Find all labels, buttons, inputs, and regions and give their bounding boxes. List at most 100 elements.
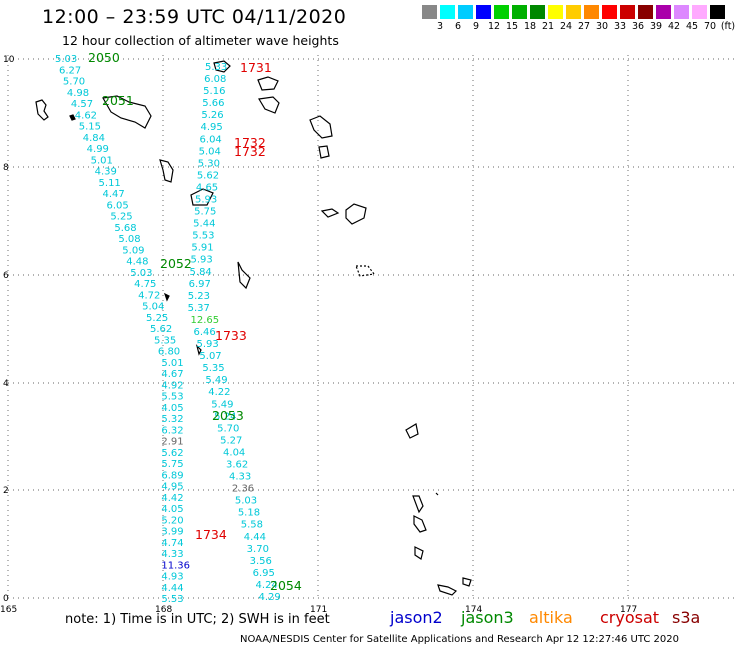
track-value: 5.35 (154, 335, 176, 346)
track-value: 4.57 (71, 99, 93, 110)
islands (35, 60, 472, 596)
track-value: 4.72 (138, 290, 160, 301)
map-grid (7, 55, 735, 599)
island (355, 265, 376, 277)
track-value: 5.18 (238, 508, 260, 519)
legend-label: 70 (703, 21, 717, 32)
lat-tick-label: 8 (3, 163, 9, 173)
legend-swatch (440, 5, 456, 19)
track-value: 4.33 (229, 472, 251, 483)
track-value: 4.44 (244, 532, 266, 543)
lat-tick-label: 10 (3, 55, 15, 65)
track-value: 5.30 (198, 158, 220, 169)
track-value: 5.35 (202, 363, 224, 374)
track-value: 4.62 (75, 110, 97, 121)
track-value: 5.01 (161, 358, 183, 369)
track-value: 5.08 (118, 234, 140, 245)
track-value: 4.75 (134, 279, 156, 290)
legend-swatch (422, 5, 438, 19)
lon-tick-label: 165 (0, 605, 17, 615)
track-value: 5.49 (205, 375, 227, 386)
legend-swatch (494, 5, 510, 19)
track-value: 6.80 (158, 347, 180, 358)
lon-tick-label: 177 (620, 605, 637, 615)
track-value: 5.66 (202, 98, 224, 109)
legend-label: 30 (595, 21, 609, 32)
track-value: 11.36 (161, 560, 190, 571)
pass-time-label: 1732 (234, 135, 266, 150)
pass-time-label: 2053 (212, 408, 244, 423)
track-value: 4.95 (200, 122, 222, 133)
track-value: 4.33 (161, 549, 183, 560)
lat-tick-label: 0 (3, 594, 9, 604)
track-value: 4.44 (161, 583, 183, 594)
track-value: 5.24 (214, 411, 236, 422)
track-value: 5.53 (161, 594, 183, 605)
island (412, 495, 424, 514)
island (258, 96, 280, 114)
track-value: 6.05 (106, 200, 128, 211)
legend-label: 27 (577, 21, 591, 32)
track-value: 5.70 (63, 77, 85, 88)
track-value: 6.95 (253, 568, 275, 579)
island (309, 115, 333, 139)
legend-label: 21 (541, 21, 555, 32)
track-value: 5.53 (161, 392, 183, 403)
track-value: 5.11 (99, 178, 121, 189)
track-value: 5.93 (196, 339, 218, 350)
island (318, 145, 330, 159)
track-value: 5.09 (122, 245, 144, 256)
track-value: 5.07 (199, 351, 221, 362)
pass-time-label: 2052 (160, 256, 192, 271)
track-value: 5.20 (161, 515, 183, 526)
track-value: 5.68 (114, 223, 136, 234)
legend-swatch (458, 5, 474, 19)
legend-label: 3 (436, 21, 444, 32)
track-value: 2.91 (161, 437, 183, 448)
track-value: 4.74 (161, 538, 183, 549)
island (159, 159, 174, 183)
pass-time-label: 2050 (88, 50, 120, 65)
track-value: 5.53 (192, 231, 214, 242)
pass-time-label: 1734 (195, 527, 227, 542)
legend-label: 6 (454, 21, 462, 32)
legend-label: 18 (523, 21, 537, 32)
track-value: 5.25 (146, 313, 168, 324)
map-title: 12:00 – 23:59 UTC 04/11/2020 (42, 6, 347, 28)
track-value: 5.93 (190, 255, 212, 266)
legend-label: 36 (631, 21, 645, 32)
track-value: 5.27 (220, 435, 242, 446)
axis-ticks: 165 168 171 174 177 0 2 4 6 8 10 (0, 55, 637, 615)
legend-swatch (602, 5, 618, 19)
satellite-label: jason2 (390, 608, 443, 627)
track-value: 5.44 (193, 219, 215, 230)
island (320, 208, 340, 218)
track-value: 2.36 (232, 484, 254, 495)
track-value: 5.04 (199, 146, 221, 157)
track-value: 4.67 (161, 369, 183, 380)
satellite-label: altika (529, 608, 573, 627)
track-value: 5.32 (161, 414, 183, 425)
track-value: 4.48 (126, 257, 148, 268)
track-value: 6.97 (189, 279, 211, 290)
track-value: 5.37 (188, 303, 210, 314)
track-value: 4.95 (161, 482, 183, 493)
units-note: note: 1) Time is in UTC; 2) SWH is in fe… (65, 612, 330, 627)
track-value: 4.05 (161, 504, 183, 515)
track-value: 4.39 (95, 167, 117, 178)
legend-swatch (674, 5, 690, 19)
island (237, 261, 251, 290)
island (195, 344, 202, 356)
legend-swatch (710, 5, 726, 19)
legend-label: 42 (667, 21, 681, 32)
satellite-label: cryosat (600, 608, 660, 627)
island (69, 114, 76, 121)
legend-swatch (638, 5, 654, 19)
track-value: 5.16 (203, 86, 225, 97)
pass-time-label: 1732 (234, 144, 266, 159)
legend-swatch (620, 5, 636, 19)
legend-label: 12 (487, 21, 501, 32)
track-value: 3.56 (250, 556, 272, 567)
legend-label: 45 (685, 21, 699, 32)
track-value: 5.33 (205, 62, 227, 73)
